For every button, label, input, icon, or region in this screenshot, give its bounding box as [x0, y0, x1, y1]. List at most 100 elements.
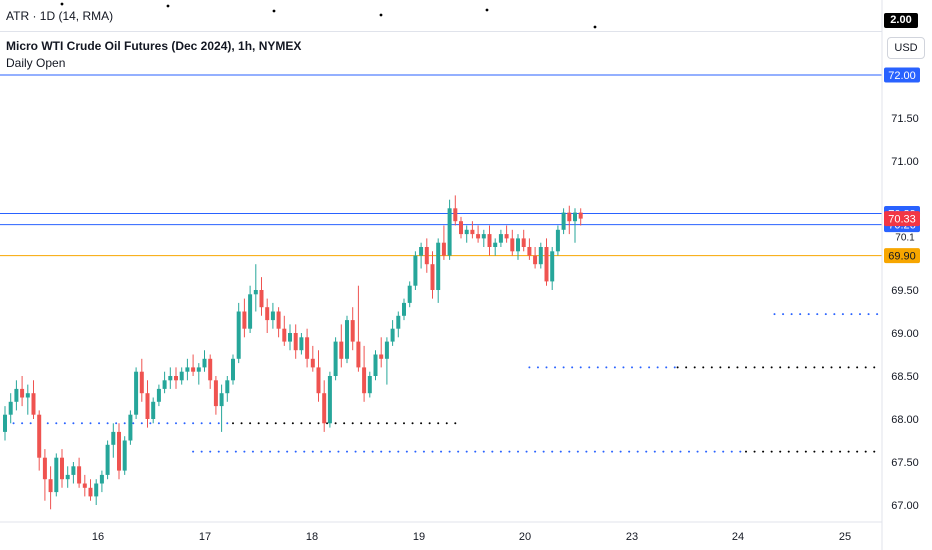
level-dot: [821, 366, 824, 369]
level-dot: [351, 422, 354, 425]
candle-body: [527, 247, 532, 256]
level-dot: [859, 313, 861, 316]
candle-body: [128, 414, 133, 441]
price-tag-label: 69.90: [888, 251, 916, 263]
level-dot: [63, 422, 66, 425]
pane-divider[interactable]: [0, 31, 882, 32]
level-dot: [782, 313, 785, 316]
candle-body: [379, 354, 384, 359]
level-dot: [80, 422, 83, 425]
level-dot: [873, 450, 876, 453]
level-dot: [796, 450, 799, 453]
price-tick-label: 71.00: [891, 156, 919, 168]
level-dot: [790, 313, 793, 316]
level-dot: [705, 450, 708, 453]
level-dot: [363, 450, 366, 453]
level-dot: [588, 366, 591, 369]
level-dot: [673, 366, 676, 369]
level-dot: [303, 450, 306, 453]
level-dot: [693, 366, 696, 369]
candle-body: [14, 388, 19, 402]
level-dot: [12, 422, 15, 425]
candle-body: [555, 229, 560, 252]
level-dot: [856, 450, 859, 453]
candle-body: [31, 393, 36, 415]
atr-dot: [593, 25, 597, 29]
candle-body: [139, 371, 144, 394]
candle-body: [487, 234, 492, 247]
level-dot: [696, 450, 699, 453]
candle-body: [225, 380, 230, 394]
candle-body: [407, 285, 412, 303]
level-dot: [839, 366, 842, 369]
level-dot: [266, 422, 269, 425]
candle-body: [162, 380, 167, 389]
candle-body: [424, 247, 429, 265]
level-dot: [115, 422, 118, 425]
level-dot: [639, 366, 642, 369]
level-dot: [554, 366, 557, 369]
level-dot: [762, 366, 765, 369]
candle-body: [356, 341, 361, 368]
study-label[interactable]: Daily Open: [6, 56, 66, 70]
level-dot: [713, 450, 716, 453]
level-dot: [787, 450, 790, 453]
level-dot: [157, 422, 160, 425]
level-dot: [123, 422, 126, 425]
level-dot: [320, 450, 323, 453]
level-dot: [346, 450, 348, 453]
candle-body: [248, 294, 253, 329]
candle-body: [498, 234, 503, 243]
candle-body: [373, 354, 378, 376]
level-dot: [440, 450, 443, 453]
level-dot: [360, 422, 363, 425]
level-dot: [328, 450, 331, 453]
level-dot: [326, 422, 329, 425]
price-axis[interactable]: 71.50 71.00 69.50 69.00 68.50 68.00 67.50 67.00: [891, 113, 919, 512]
level-dot: [217, 422, 220, 425]
candle-body: [60, 457, 64, 480]
level-dot: [662, 450, 665, 453]
candle-body: [561, 212, 566, 230]
candle-body: [179, 371, 184, 381]
atr-dot: [379, 13, 383, 17]
time-axis[interactable]: 16 17 18 19 20 23 24 25: [92, 531, 851, 543]
candle-body: [567, 212, 572, 222]
level-dot: [209, 422, 212, 425]
instrument-title[interactable]: Micro WTI Crude Oil Futures (Dec 2024), …: [6, 39, 302, 53]
candle-body: [276, 311, 281, 329]
level-dot: [727, 366, 730, 369]
atr-dot: [60, 2, 64, 6]
candle-body: [145, 393, 150, 419]
candle-body: [202, 358, 207, 368]
level-dot: [787, 366, 790, 369]
level-dot: [380, 450, 383, 453]
candle-body: [122, 440, 127, 471]
currency-button[interactable]: USD: [887, 37, 925, 59]
level-dot: [779, 450, 782, 453]
candle-body: [333, 341, 338, 376]
candle-body: [293, 333, 298, 351]
candle-body: [516, 238, 520, 252]
level-dot: [55, 422, 58, 425]
candle-body: [305, 337, 310, 359]
level-dot: [311, 450, 314, 453]
candle-body: [3, 414, 7, 432]
price-tick-label: 69.50: [891, 285, 919, 297]
atr-dot: [166, 4, 170, 8]
level-dot: [847, 366, 850, 369]
atr-legend[interactable]: ATR · 1D (14, RMA): [6, 9, 114, 23]
level-dot: [559, 450, 562, 453]
level-dot: [745, 366, 747, 369]
level-dot: [337, 450, 340, 453]
level-dot: [850, 313, 853, 316]
level-dot: [628, 450, 631, 453]
level-dot: [821, 450, 824, 453]
level-dot: [29, 422, 32, 425]
time-tick-label: 25: [839, 531, 851, 543]
price-tick-label: 67.00: [891, 500, 919, 512]
candle-body: [327, 376, 332, 424]
candle-body: [402, 302, 406, 316]
level-dot: [585, 450, 588, 453]
